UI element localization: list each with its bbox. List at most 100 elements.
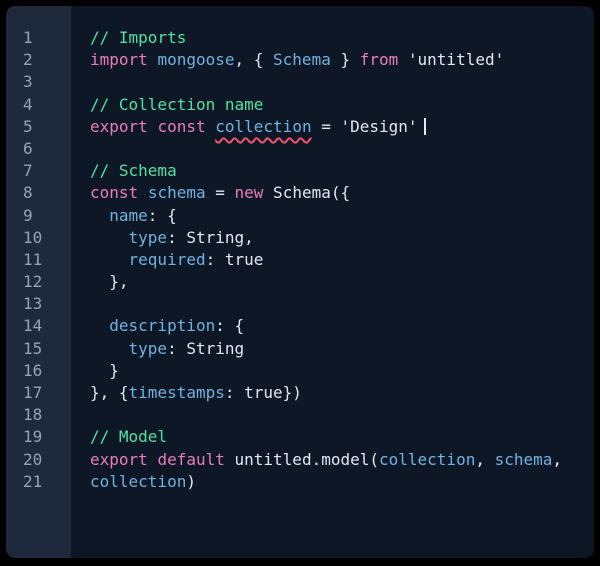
code-line[interactable]: collection) bbox=[90, 471, 594, 493]
code-token: , bbox=[475, 449, 495, 469]
code-token: import bbox=[90, 50, 148, 70]
code-token: type bbox=[128, 227, 168, 247]
code-token: , { bbox=[234, 50, 274, 70]
code-token: }, { bbox=[90, 383, 129, 402]
code-token: export bbox=[90, 449, 148, 469]
code-area[interactable]: // Imports import mongoose, { Schema } fr… bbox=[71, 6, 594, 558]
code-token: export bbox=[90, 116, 148, 136]
code-token: name bbox=[109, 205, 148, 225]
code-editor[interactable]: 1 2 3 4 5 6 7 8 9 10 11 12 13 14 15 16 17 18 19 20 21 // Imp… bbox=[6, 6, 594, 558]
code-line[interactable]: export const collection = 'Design' bbox=[90, 116, 594, 138]
code-line[interactable]: }, bbox=[90, 271, 594, 293]
line-number: 17 bbox=[23, 383, 43, 402]
line-number: 16 bbox=[23, 360, 43, 380]
code-line[interactable]: // Collection name bbox=[90, 94, 594, 116]
code-token bbox=[90, 250, 129, 269]
code-token bbox=[90, 339, 129, 358]
code-line[interactable]: } bbox=[90, 360, 594, 382]
code-line[interactable]: }, {timestamps: true}) bbox=[90, 382, 594, 404]
code-line[interactable]: // Imports bbox=[90, 27, 594, 49]
code-token: : true}) bbox=[224, 383, 302, 402]
code-line[interactable] bbox=[90, 138, 594, 160]
line-number: 10 bbox=[23, 227, 43, 247]
code-token bbox=[90, 316, 109, 335]
code-token: from bbox=[359, 50, 399, 70]
code-line[interactable]: description: { bbox=[90, 315, 594, 337]
code-token bbox=[148, 450, 158, 469]
code-token: : String, bbox=[167, 227, 254, 247]
code-token: description bbox=[109, 316, 216, 336]
error-token: collection bbox=[215, 116, 312, 136]
line-number: 7 bbox=[23, 161, 33, 181]
code-token: timestamps bbox=[128, 383, 225, 402]
line-number: 13 bbox=[23, 294, 43, 314]
code-token: 'untitled' bbox=[398, 50, 505, 70]
line-number: 12 bbox=[23, 272, 43, 292]
code-token: collection bbox=[379, 449, 476, 469]
code-token bbox=[206, 117, 216, 136]
code-token: : String bbox=[167, 338, 245, 358]
code-token: // Imports bbox=[90, 28, 187, 47]
line-number: 9 bbox=[23, 205, 33, 225]
code-token: : true bbox=[205, 249, 264, 269]
code-token: // Collection name bbox=[90, 94, 264, 114]
line-number: 21 bbox=[23, 471, 43, 491]
code-token: collection bbox=[90, 471, 187, 491]
code-line[interactable] bbox=[90, 71, 594, 93]
code-token: untitled.model( bbox=[224, 449, 380, 469]
code-token bbox=[148, 117, 158, 136]
code-token: schema bbox=[494, 449, 553, 469]
code-line[interactable]: required: true bbox=[90, 249, 594, 271]
code-token: = 'Design' bbox=[311, 116, 418, 136]
line-number: 2 bbox=[23, 50, 33, 70]
code-line[interactable]: type: String, bbox=[90, 227, 594, 249]
code-token: // Model bbox=[90, 427, 168, 447]
code-token: const bbox=[157, 116, 206, 136]
code-token: Schema bbox=[273, 50, 331, 70]
line-number: 1 bbox=[23, 28, 33, 47]
line-number: 18 bbox=[23, 405, 43, 425]
line-number: 15 bbox=[23, 338, 43, 358]
code-line[interactable]: type: String bbox=[90, 338, 594, 360]
line-number: 8 bbox=[23, 183, 33, 203]
code-token: } bbox=[90, 360, 119, 380]
code-line[interactable]: // Model bbox=[90, 426, 594, 448]
code-token: ) bbox=[186, 471, 196, 491]
code-token: }, bbox=[90, 272, 129, 292]
line-number: 19 bbox=[23, 427, 43, 447]
code-token: type bbox=[128, 338, 168, 358]
code-line[interactable] bbox=[90, 293, 594, 315]
line-number: 5 bbox=[23, 116, 33, 136]
code-line[interactable]: import mongoose, { Schema } from 'untitl… bbox=[90, 49, 594, 71]
line-number: 6 bbox=[23, 138, 33, 158]
code-token: = bbox=[205, 183, 235, 203]
code-token: new bbox=[234, 183, 264, 203]
text-caret bbox=[423, 117, 426, 135]
line-number: 4 bbox=[23, 94, 33, 114]
code-token: } bbox=[330, 50, 360, 70]
line-number: 20 bbox=[23, 449, 43, 469]
code-token bbox=[90, 228, 129, 247]
line-number-gutter: 1 2 3 4 5 6 7 8 9 10 11 12 13 14 15 16 17 18 19 20 21 bbox=[6, 6, 71, 558]
code-token bbox=[90, 206, 109, 225]
line-number: 3 bbox=[23, 72, 33, 92]
code-token: Schema({ bbox=[263, 183, 351, 203]
code-token: default bbox=[157, 449, 225, 469]
code-line[interactable] bbox=[90, 404, 594, 426]
code-token bbox=[148, 50, 158, 69]
code-token: schema bbox=[147, 183, 206, 203]
code-token: const bbox=[90, 183, 139, 203]
line-number: 11 bbox=[23, 249, 43, 269]
code-line[interactable]: name: { bbox=[90, 205, 594, 227]
code-line[interactable]: export default untitled.model(collection… bbox=[90, 449, 594, 471]
code-token bbox=[138, 183, 148, 202]
code-token: : { bbox=[215, 316, 245, 336]
code-line[interactable]: // Schema bbox=[90, 160, 594, 182]
code-token: mongoose bbox=[157, 50, 235, 70]
code-token: required bbox=[128, 249, 206, 269]
code-token: // Schema bbox=[90, 161, 177, 181]
line-number: 14 bbox=[23, 316, 43, 336]
code-token: : { bbox=[147, 205, 177, 225]
code-line[interactable]: const schema = new Schema({ bbox=[90, 182, 594, 204]
